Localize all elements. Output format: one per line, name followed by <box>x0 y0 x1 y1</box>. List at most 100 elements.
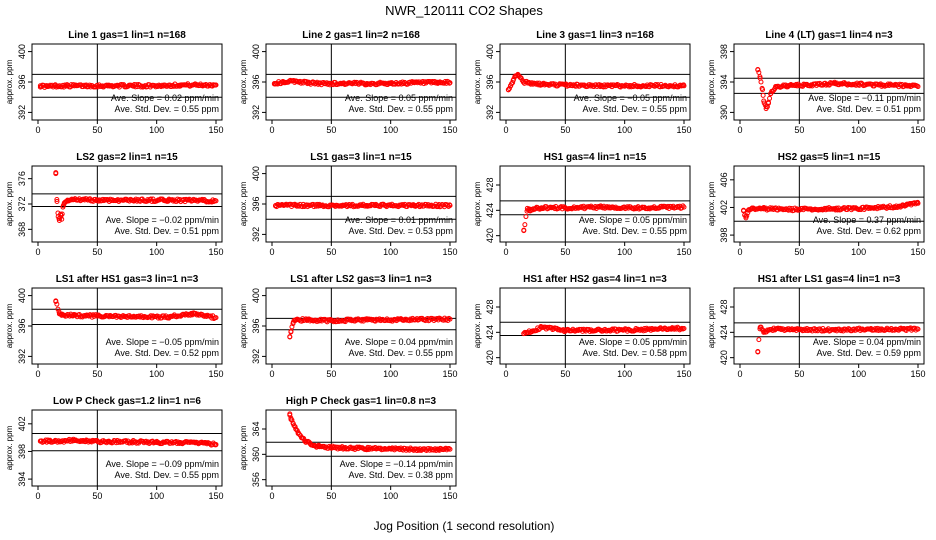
y-tick-label: 396 <box>251 196 261 211</box>
data-point <box>539 324 545 330</box>
data-point <box>396 445 402 451</box>
data-point <box>669 326 675 332</box>
y-tick-label: 400 <box>251 288 261 303</box>
data-point <box>275 81 281 87</box>
panel-title: HS1 after HS2 gas=4 lin=1 n=3 <box>523 274 667 285</box>
y-tick-label: 400 <box>251 44 261 59</box>
x-tick-label: 100 <box>383 491 398 501</box>
y-axis-label: approx. ppm <box>239 303 248 348</box>
x-tick-label: 150 <box>442 125 457 135</box>
x-tick-label: 100 <box>149 125 164 135</box>
x-tick-label: 50 <box>326 247 336 257</box>
data-point <box>433 80 439 86</box>
x-tick-label: 0 <box>737 247 742 257</box>
data-point <box>897 81 903 87</box>
panel-title: Line 3 gas=1 lin=3 n=168 <box>536 30 654 41</box>
panel: LS1 after LS2 gas=3 lin=1 n=3 0 50 100 150 39… <box>239 274 458 379</box>
y-axis-label: approx. ppm <box>707 303 716 348</box>
x-tick-label: 150 <box>442 247 457 257</box>
data-point <box>447 446 453 452</box>
data-point <box>213 198 219 204</box>
slope-annotation: Ave. Slope = 0.37 ppm/min <box>813 215 921 225</box>
data-point <box>54 196 60 202</box>
data-point <box>316 203 322 209</box>
data-point <box>517 74 523 80</box>
y-axis-label: approx. ppm <box>5 59 14 104</box>
data-point <box>307 441 313 447</box>
data-point <box>506 85 512 91</box>
y-tick-label: 402 <box>719 200 729 215</box>
data-point <box>768 206 774 212</box>
y-tick-label: 398 <box>719 228 729 243</box>
x-tick-label: 0 <box>35 491 40 501</box>
x-tick-label: 50 <box>92 125 102 135</box>
data-point <box>364 446 370 452</box>
slope-annotation: Ave. Slope = 0.02 ppm/min <box>111 93 219 103</box>
data-point <box>53 83 59 89</box>
y-tick-label: 420 <box>485 228 495 243</box>
y-tick-label: 428 <box>485 299 495 314</box>
plot-frame <box>733 287 925 365</box>
data-point <box>915 200 921 206</box>
plot-frame <box>265 409 457 487</box>
data-point <box>521 228 527 234</box>
plot-frame <box>31 409 223 487</box>
data-point <box>521 79 527 85</box>
slope-annotation: Ave. Slope = −0.05 ppm/min <box>106 337 219 347</box>
data-point <box>573 205 579 211</box>
data-point <box>755 67 761 73</box>
data-point <box>605 205 611 211</box>
data-point <box>130 439 136 445</box>
data-point <box>37 438 43 444</box>
data-point <box>777 325 783 331</box>
data-point <box>832 206 838 212</box>
data-point <box>680 203 686 209</box>
data-point <box>510 77 516 83</box>
data-point <box>598 83 604 89</box>
y-tick-label: 392 <box>485 105 495 120</box>
data-point <box>879 82 885 88</box>
x-tick-label: 100 <box>149 491 164 501</box>
data-point <box>213 442 219 448</box>
x-tick-label: 100 <box>383 125 398 135</box>
data-point <box>868 205 874 211</box>
y-tick-label: 392 <box>17 105 27 120</box>
y-tick-label: 406 <box>719 172 729 187</box>
slope-annotation: Ave. Slope = 0.04 ppm/min <box>345 337 453 347</box>
data-point <box>539 81 545 87</box>
x-tick-label: 100 <box>149 369 164 379</box>
y-tick-label: 364 <box>251 421 261 436</box>
data-point <box>312 442 318 448</box>
y-axis-label: approx. ppm <box>473 59 482 104</box>
data-point <box>743 215 749 221</box>
data-point <box>832 327 838 333</box>
data-point <box>435 80 441 86</box>
data-point <box>435 446 441 452</box>
data-point <box>288 417 294 422</box>
data-point <box>523 214 529 220</box>
data-point <box>533 205 539 211</box>
data-point <box>56 84 62 90</box>
data-point <box>765 100 771 106</box>
x-tick-label: 150 <box>910 125 925 135</box>
data-point <box>65 83 71 89</box>
panel: Line 1 gas=1 lin=1 n=168 0 50 100 150 392 396 4… <box>5 30 224 135</box>
data-point <box>915 326 921 332</box>
y-tick-label: 420 <box>485 350 495 365</box>
data-point <box>316 81 322 87</box>
data-point <box>59 312 65 318</box>
panel-title: LS2 gas=2 lin=1 n=15 <box>76 152 178 163</box>
data-point <box>634 205 640 211</box>
data-point <box>784 83 790 89</box>
data-point <box>154 439 160 445</box>
data-point <box>84 196 90 202</box>
data-point <box>340 203 346 209</box>
data-point <box>508 83 514 89</box>
std-dev-annotation: Ave. Std. Dev. = 0.38 ppm <box>349 470 453 480</box>
data-point <box>170 198 176 204</box>
data-point <box>290 421 296 427</box>
x-tick-label: 50 <box>326 125 336 135</box>
data-point <box>435 203 441 209</box>
data-point <box>808 82 814 88</box>
x-tick-label: 0 <box>35 125 40 135</box>
